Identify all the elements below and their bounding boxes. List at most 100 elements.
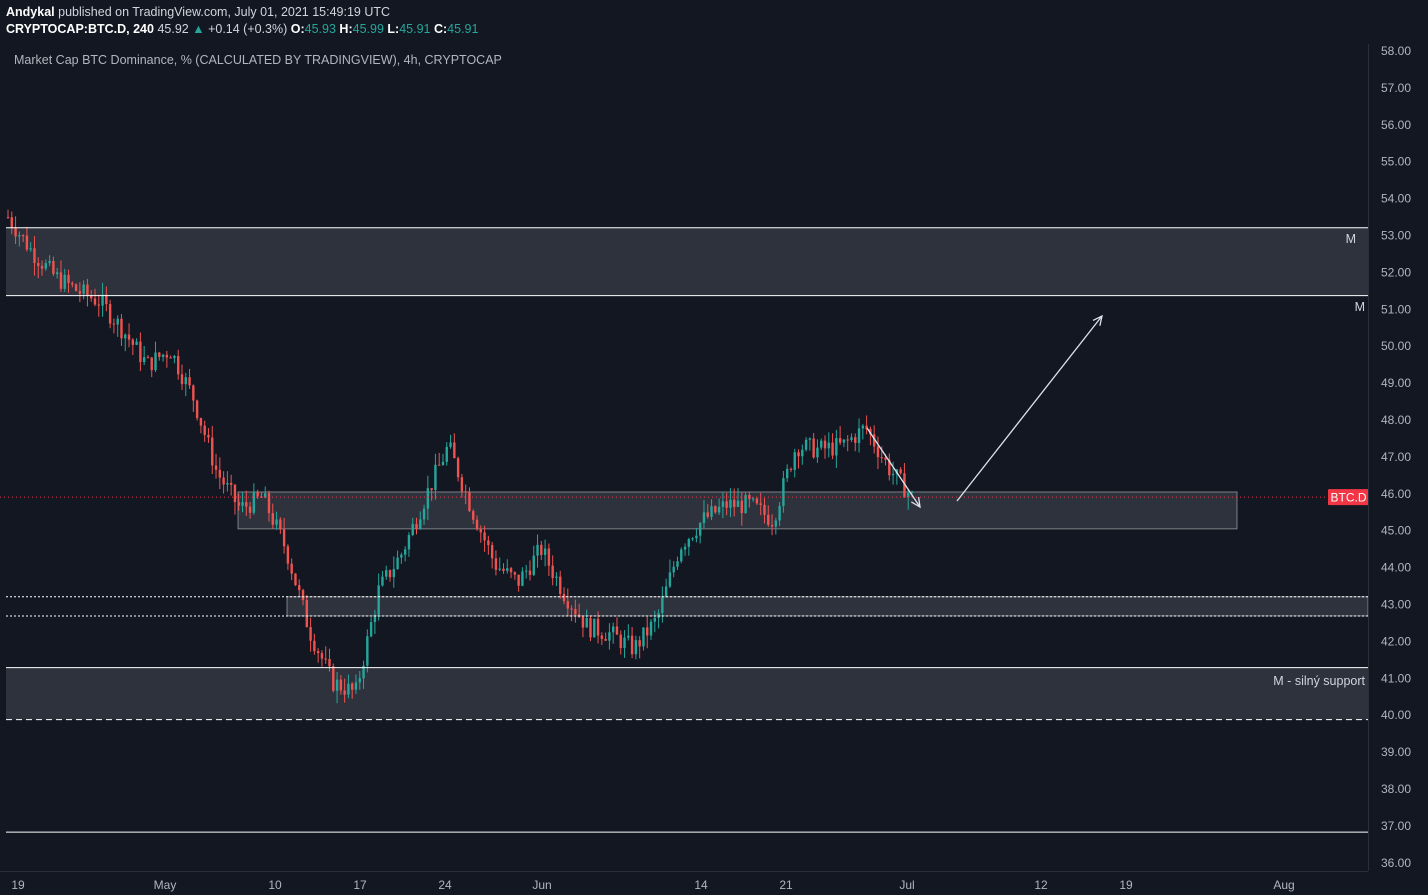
candle-body: [63, 274, 66, 289]
x-tick-label: 19: [1119, 878, 1133, 892]
candle-body: [797, 452, 800, 457]
candle-body: [226, 482, 229, 485]
x-tick-label: 21: [779, 878, 793, 892]
candle-body: [112, 323, 116, 325]
candle-body: [260, 496, 263, 498]
candle-body: [21, 235, 25, 237]
annotation-text: M: [1346, 232, 1356, 246]
y-tick-label: 37.00: [1381, 819, 1411, 833]
candle-body: [869, 428, 872, 435]
candle-body: [695, 535, 698, 539]
candle-body: [139, 341, 142, 363]
high-label: H:: [339, 22, 353, 36]
candle-body: [252, 491, 256, 513]
zone-layer: [6, 227, 1369, 720]
candle-body: [127, 334, 131, 340]
candle-body: [649, 621, 653, 636]
candle-body: [195, 400, 199, 419]
up-arrow-head: [1092, 314, 1103, 326]
candle-body: [479, 529, 483, 533]
candle-body: [59, 272, 63, 289]
candle-body: [229, 482, 233, 485]
candle-body: [256, 491, 259, 497]
candle-body: [687, 539, 691, 547]
candle-body: [596, 618, 600, 636]
candle-body: [615, 626, 619, 635]
y-tick-label: 47.00: [1381, 450, 1411, 464]
candle-body: [199, 418, 203, 426]
candle-body: [445, 446, 448, 462]
symbol-badge-label: BTC.D: [1331, 491, 1367, 505]
y-tick-label: 54.00: [1381, 192, 1411, 206]
candle-body: [294, 573, 297, 586]
candle-body: [207, 434, 210, 438]
candle-body: [562, 593, 566, 602]
y-tick-label: 55.00: [1381, 155, 1411, 169]
candle-body: [865, 425, 868, 429]
candle-body: [581, 616, 585, 628]
symbol-label: CRYPTOCAP:BTC.D, 240: [6, 22, 154, 36]
candle-body: [884, 457, 887, 460]
candle-body: [872, 434, 876, 447]
candle-body: [233, 484, 237, 503]
candle-body: [653, 617, 656, 622]
candle-body: [604, 638, 607, 641]
candle-body: [124, 334, 127, 339]
candle-body: [218, 469, 222, 478]
candle-body: [513, 572, 517, 575]
y-tick-label: 39.00: [1381, 745, 1411, 759]
candle-body: [377, 585, 380, 615]
candle-body: [456, 458, 460, 478]
candle-body: [25, 235, 29, 250]
candle-body: [638, 640, 641, 647]
candle-body: [698, 522, 702, 536]
level-layer: 53.2151.3743.2142.6941.2939.8836.83BTC.D…: [0, 219, 1418, 841]
candle-body: [816, 447, 819, 458]
candle-body: [528, 570, 532, 575]
candle-body: [846, 439, 849, 441]
candle-body: [729, 499, 732, 508]
candle-body: [192, 385, 195, 401]
candle-body: [320, 653, 324, 659]
candle-body: [403, 549, 407, 555]
candle-body: [169, 357, 172, 359]
candle-body: [373, 614, 377, 623]
candle-body: [778, 506, 781, 521]
candle-body: [683, 546, 687, 550]
y-tick-label: 48.00: [1381, 413, 1411, 427]
candle-body: [755, 498, 759, 504]
candle-body: [543, 548, 547, 556]
y-tick-label: 53.00: [1381, 229, 1411, 243]
candle-body: [93, 298, 97, 305]
close-label: C:: [433, 22, 448, 36]
candle-body: [763, 504, 766, 515]
candle-body: [184, 377, 187, 385]
candle-body: [714, 506, 717, 513]
chart-title: Market Cap BTC Dominance, % (CALCULATED …: [14, 53, 502, 67]
candle-body: [494, 558, 498, 570]
candle-body: [29, 248, 32, 250]
x-tick-label: 12: [1034, 878, 1048, 892]
candle-body: [105, 294, 108, 305]
candle-body: [271, 513, 274, 525]
candle-body: [241, 502, 244, 506]
author-name[interactable]: Andykal: [6, 5, 55, 19]
y-tick-label: 42.00: [1381, 634, 1411, 648]
candle-body: [740, 500, 743, 514]
candle-body: [286, 546, 290, 564]
candle-body: [366, 636, 369, 666]
candle-body: [6, 217, 10, 219]
candle-body: [506, 568, 509, 571]
candle-body: [90, 295, 93, 299]
candle-body: [264, 493, 267, 498]
candle-body: [547, 548, 551, 566]
candle-body: [33, 248, 36, 264]
candle-body: [339, 679, 343, 691]
candle-body: [801, 449, 804, 457]
x-tick-label: Jun: [532, 878, 551, 892]
candle-body: [623, 637, 626, 648]
candle-body: [854, 437, 857, 443]
candle-body: [131, 339, 135, 345]
candle-body: [248, 506, 252, 513]
